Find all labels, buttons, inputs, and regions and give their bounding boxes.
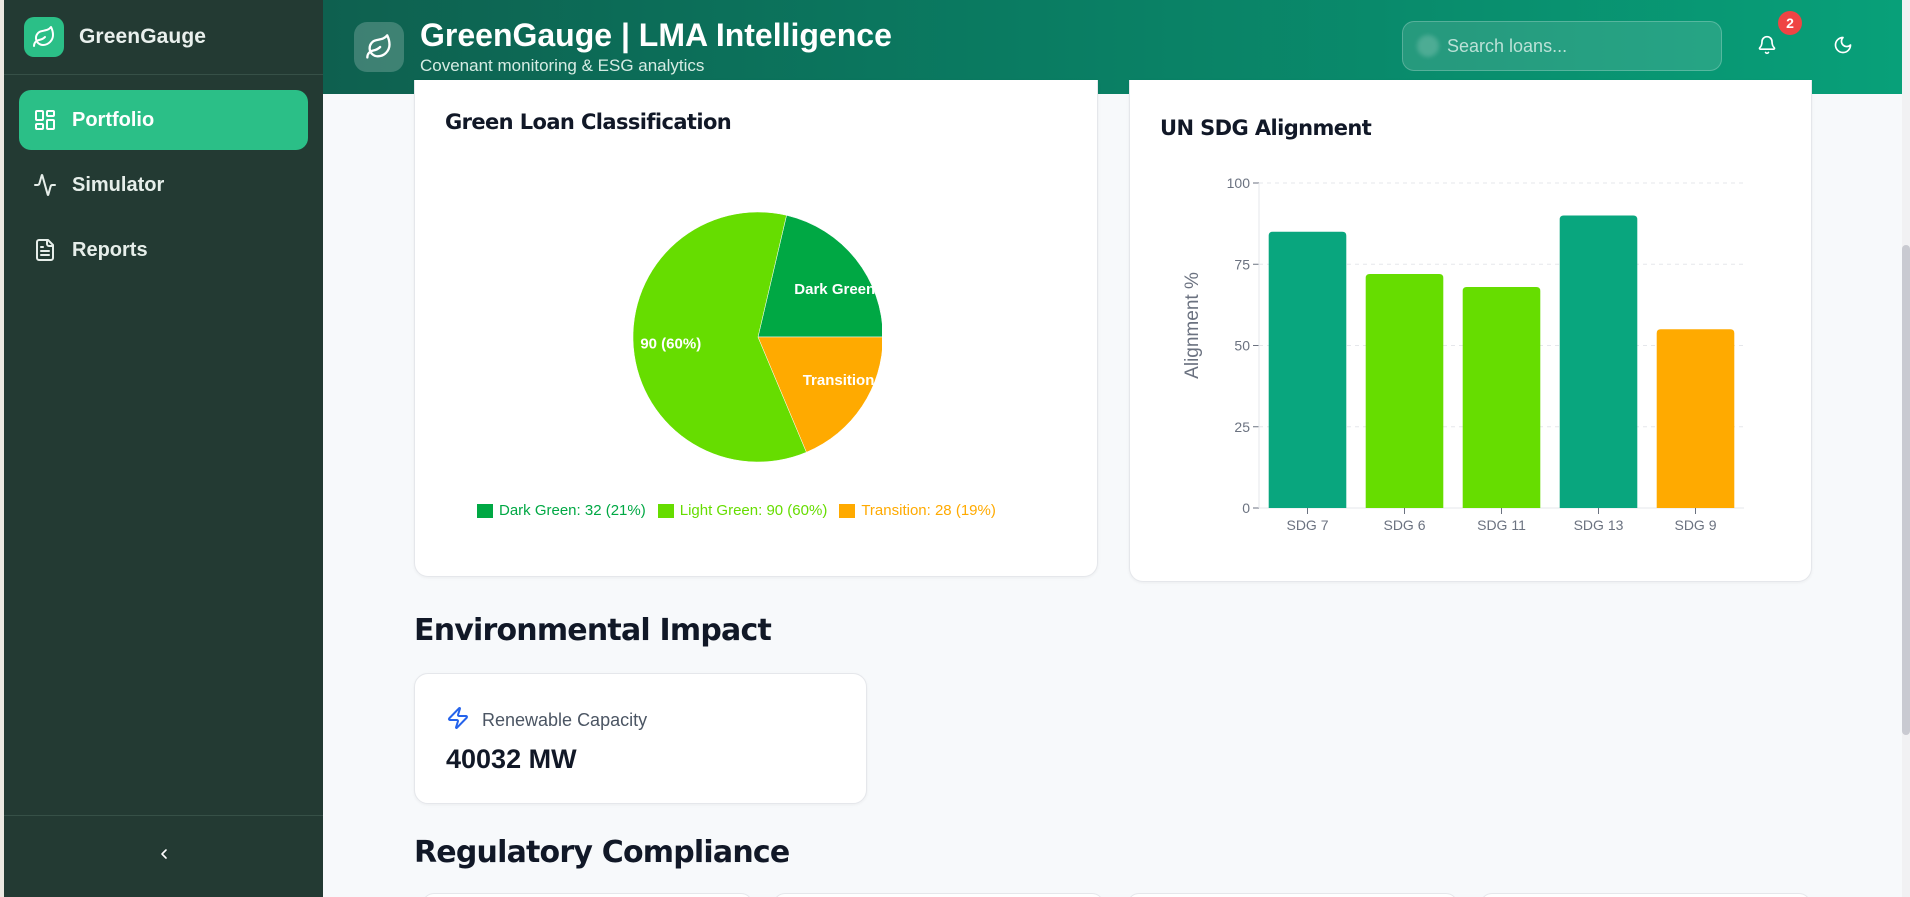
sidebar-item-label: Portfolio [72, 108, 155, 131]
leaf-icon [354, 22, 404, 72]
pie-slice-label: Transition [803, 372, 875, 389]
sidebar-item-reports[interactable]: Reports [19, 220, 308, 280]
x-tick-label: SDG 13 [1574, 517, 1624, 533]
sidebar-nav: Portfolio Simulator Reports [4, 75, 323, 280]
pie-legend: Dark Green: 32 (21%) Light Green: 90 (60%… [477, 502, 1008, 519]
y-axis-label: Alignment % [1182, 272, 1203, 379]
notifications-button[interactable] [1750, 30, 1784, 64]
regulatory-card [773, 893, 1104, 897]
bar-sdg-9[interactable] [1656, 329, 1735, 508]
zap-icon [446, 706, 470, 735]
bar-sdg-11[interactable] [1462, 287, 1541, 508]
search-box[interactable] [1402, 21, 1722, 71]
activity-icon [33, 173, 57, 197]
header-text: GreenGauge | LMA Intelligence Covenant m… [420, 17, 892, 77]
chevron-left-icon [156, 846, 172, 867]
sdg-alignment-card: UN SDG Alignment 0 25 50 75 100 Alignment % SD… [1129, 80, 1812, 582]
layout-grid-icon [33, 108, 57, 132]
pie-chart: Dark Green 90 (60%) Transition [632, 211, 883, 463]
window-edge [0, 0, 4, 897]
card-title: Green Loan Classification [445, 110, 732, 134]
theme-toggle-button[interactable] [1826, 30, 1860, 64]
pie-slice-transition[interactable] [757, 336, 883, 453]
page-title: GreenGauge | LMA Intelligence [420, 17, 892, 53]
legend-item[interactable]: Light Green: 90 (60%) [657, 502, 828, 519]
legend-label: Transition: 28 (19%) [861, 502, 996, 519]
pie-slice-light-green[interactable] [632, 211, 807, 463]
sidebar-item-simulator[interactable]: Simulator [19, 155, 308, 215]
metric-label-row: Renewable Capacity [446, 706, 647, 735]
x-tick-label: SDG 7 [1286, 517, 1328, 533]
legend-item[interactable]: Transition: 28 (19%) [839, 502, 996, 519]
section-title-regulatory: Regulatory Compliance [414, 835, 790, 870]
x-tick-label: SDG 6 [1383, 517, 1425, 533]
legend-label: Light Green: 90 (60%) [679, 502, 828, 519]
legend-label: Dark Green: 32 (21%) [499, 502, 646, 519]
y-tick-label: 100 [1227, 175, 1251, 191]
bell-icon [1757, 35, 1777, 60]
metric-value: 40032 MW [446, 744, 577, 774]
sidebar: GreenGauge Portfolio Simulator [4, 0, 323, 897]
card-title: UN SDG Alignment [1160, 116, 1372, 140]
search-icon [1417, 35, 1439, 57]
collapse-sidebar-button[interactable] [149, 842, 179, 872]
brand-name: GreenGauge [79, 25, 207, 48]
bar-sdg-6[interactable] [1365, 274, 1444, 508]
pie-slice-label: 90 (60%) [640, 335, 701, 352]
file-text-icon [33, 238, 57, 262]
page-subtitle: Covenant monitoring & ESG analytics [420, 56, 705, 75]
y-tick-label: 25 [1234, 419, 1250, 435]
pie-slice-label: Dark Green [794, 281, 875, 298]
scrollbar-thumb[interactable] [1902, 245, 1910, 735]
sidebar-footer [4, 815, 323, 897]
y-tick-label: 75 [1234, 256, 1250, 272]
sidebar-item-portfolio[interactable]: Portfolio [19, 90, 308, 150]
notification-badge: 2 [1778, 11, 1802, 35]
moon-icon [1833, 35, 1853, 60]
y-tick-label: 0 [1242, 500, 1250, 516]
sidebar-brand: GreenGauge [4, 0, 323, 75]
sidebar-item-label: Reports [72, 238, 148, 261]
sidebar-item-label: Simulator [72, 173, 165, 196]
bar-sdg-7[interactable] [1268, 231, 1347, 508]
regulatory-card [1127, 893, 1458, 897]
metric-label: Renewable Capacity [482, 710, 648, 730]
legend-swatch [477, 503, 493, 518]
legend-swatch [839, 503, 856, 518]
legend-item[interactable]: Dark Green: 32 (21%) [477, 502, 646, 519]
top-header: GreenGauge | LMA Intelligence Covenant m… [323, 0, 1902, 94]
y-tick-label: 50 [1234, 338, 1250, 354]
green-loan-classification-card: Green Loan Classification Dark Green 90 (… [414, 80, 1098, 577]
legend-swatch [657, 503, 674, 518]
bar-sdg-13[interactable] [1559, 215, 1638, 509]
search-input[interactable] [1447, 35, 1707, 57]
x-tick-label: SDG 11 [1477, 517, 1526, 533]
pie-slice-dark-green[interactable] [757, 215, 883, 338]
section-title-environmental: Environmental Impact [414, 613, 772, 648]
bar-chart: 0 25 50 75 100 Alignment % SDG 7 SDG 6 SDG 11 SDG… [1182, 175, 1744, 533]
metric-card-renewable-capacity: Renewable Capacity 40032 MW [414, 673, 867, 804]
leaf-icon [24, 17, 64, 57]
x-tick-label: SDG 9 [1674, 517, 1716, 533]
regulatory-card [1480, 893, 1811, 897]
regulatory-card [422, 893, 753, 897]
